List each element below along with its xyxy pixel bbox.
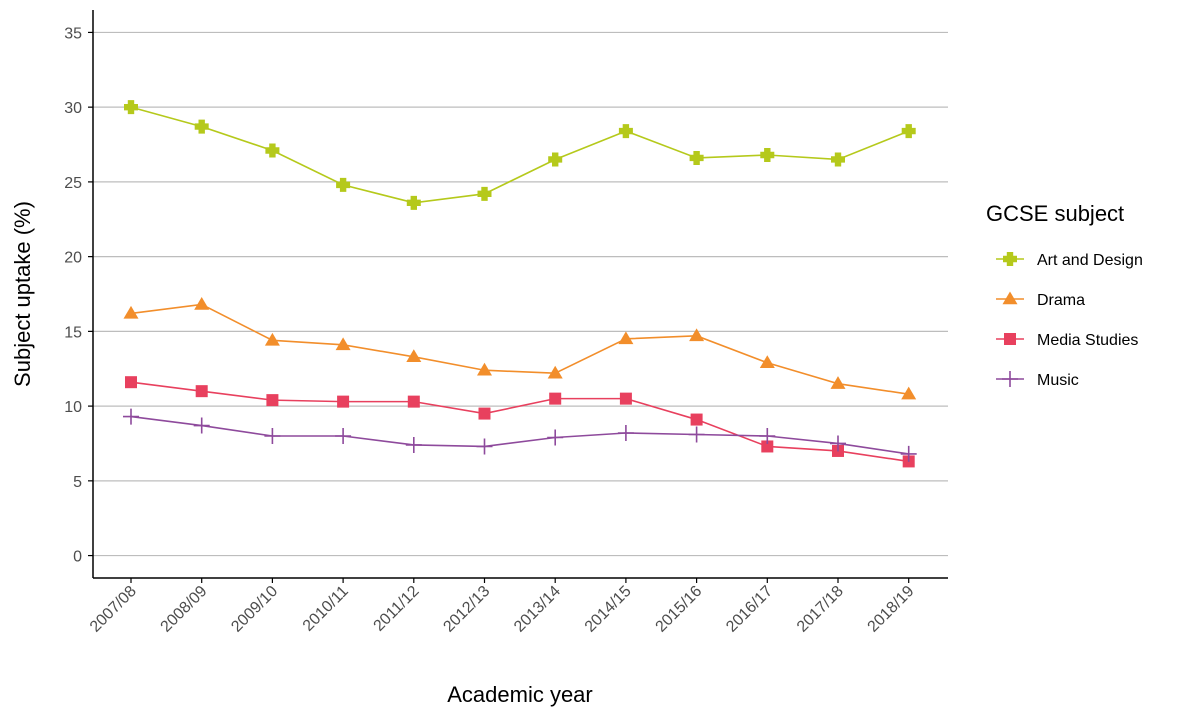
legend-item-media-studies: Media Studies (996, 332, 1138, 349)
series-drama (123, 296, 917, 400)
data-point-art-and-design (760, 147, 775, 162)
data-point-drama (901, 386, 917, 400)
data-point-art-and-design (336, 177, 351, 192)
data-point-music (193, 417, 210, 434)
data-point-media-studies (549, 392, 562, 405)
data-point-art-and-design (406, 195, 421, 210)
data-point-art-and-design (548, 152, 563, 167)
legend: GCSE subject Art and Design Drama Media St… (986, 201, 1143, 389)
data-point-music (688, 426, 705, 443)
y-tick-label: 15 (64, 324, 82, 341)
data-point-drama (264, 332, 280, 346)
y-axis-ticks: 0 5 10 15 20 25 30 35 (64, 25, 93, 566)
data-point-drama (547, 365, 563, 379)
series-line-art-and-design (130, 106, 909, 204)
data-point-art-and-design (124, 100, 138, 115)
data-point-drama (194, 296, 210, 310)
legend-item-drama: Drama (996, 291, 1085, 309)
legend-item-art-and-design: Art and Design (996, 252, 1143, 269)
legend-label: Art and Design (1037, 252, 1143, 269)
legend-marker (1002, 371, 1018, 387)
data-point-music (123, 408, 139, 425)
data-point-drama (123, 305, 139, 319)
data-point-music (264, 428, 281, 444)
data-point-media-studies (761, 440, 774, 453)
data-point-drama (618, 331, 634, 345)
gridlines (93, 31, 948, 557)
legend-label: Media Studies (1037, 332, 1138, 349)
x-tick-label: 2011/12 (371, 583, 423, 635)
y-tick-label: 0 (73, 549, 82, 566)
axes (92, 10, 948, 579)
legend-title: GCSE subject (986, 201, 1124, 226)
data-point-media-studies (478, 407, 491, 420)
x-tick-label: 2014/15 (582, 583, 635, 636)
series-art-and-design (124, 100, 916, 210)
data-point-art-and-design (477, 186, 492, 201)
x-tick-label: 2008/09 (158, 583, 211, 636)
x-tick-label: 2013/14 (511, 583, 564, 636)
data-point-music (759, 428, 776, 444)
data-point-music (405, 436, 422, 453)
data-point-art-and-design (618, 124, 633, 139)
legend-marker (1003, 252, 1017, 266)
x-tick-label: 2015/16 (653, 583, 706, 636)
y-tick-label: 5 (73, 474, 82, 491)
data-point-drama (759, 355, 775, 369)
legend-item-music: Music (996, 371, 1079, 389)
y-tick-label: 35 (64, 25, 82, 42)
data-point-music (547, 429, 564, 446)
data-point-drama (335, 337, 351, 351)
x-axis-ticks: 2007/08 2008/09 2009/10 2010/11 2011/12 2012/… (87, 578, 918, 636)
x-axis-title: Academic year (447, 682, 593, 707)
x-tick-label: 2010/11 (300, 583, 352, 635)
legend-marker (1004, 333, 1016, 345)
x-tick-label: 2012/13 (440, 583, 493, 636)
series-line-media-studies (130, 381, 909, 463)
data-point-art-and-design (689, 150, 704, 165)
data-point-drama (830, 376, 846, 389)
series-media-studies (125, 376, 915, 468)
data-point-media-studies (195, 385, 208, 398)
data-point-drama (689, 328, 705, 342)
data-point-drama (406, 349, 422, 363)
data-point-music (830, 435, 846, 452)
x-tick-label: 2009/10 (228, 583, 281, 636)
x-tick-label: 2018/19 (865, 583, 918, 636)
data-point-art-and-design (831, 152, 845, 167)
data-point-music (476, 438, 493, 455)
legend-label: Drama (1037, 292, 1085, 309)
x-tick-label: 2016/17 (723, 583, 776, 636)
y-tick-label: 25 (64, 175, 82, 192)
data-point-music (335, 428, 352, 444)
data-point-drama (477, 362, 492, 376)
data-point-art-and-design (194, 119, 209, 134)
data-point-music (617, 425, 634, 442)
data-point-art-and-design (901, 124, 916, 139)
data-point-media-studies (407, 395, 420, 408)
y-axis-title: Subject uptake (%) (10, 201, 35, 387)
data-point-media-studies (619, 392, 632, 405)
series-line-music (130, 415, 909, 455)
series-line-drama (130, 303, 909, 395)
y-tick-label: 10 (64, 399, 82, 416)
data-point-media-studies (266, 394, 279, 407)
y-tick-label: 20 (64, 250, 82, 267)
data-point-music (900, 445, 917, 462)
x-tick-label: 2007/08 (87, 583, 140, 636)
legend-label: Music (1037, 372, 1079, 389)
data-point-media-studies (337, 395, 350, 408)
data-point-media-studies (125, 376, 137, 389)
x-tick-label: 2017/18 (794, 583, 847, 636)
data-point-media-studies (690, 413, 703, 426)
legend-marker (1002, 291, 1018, 305)
data-point-art-and-design (265, 143, 280, 158)
y-tick-label: 30 (64, 100, 82, 117)
series-music (123, 408, 917, 462)
series-layer (123, 100, 917, 468)
